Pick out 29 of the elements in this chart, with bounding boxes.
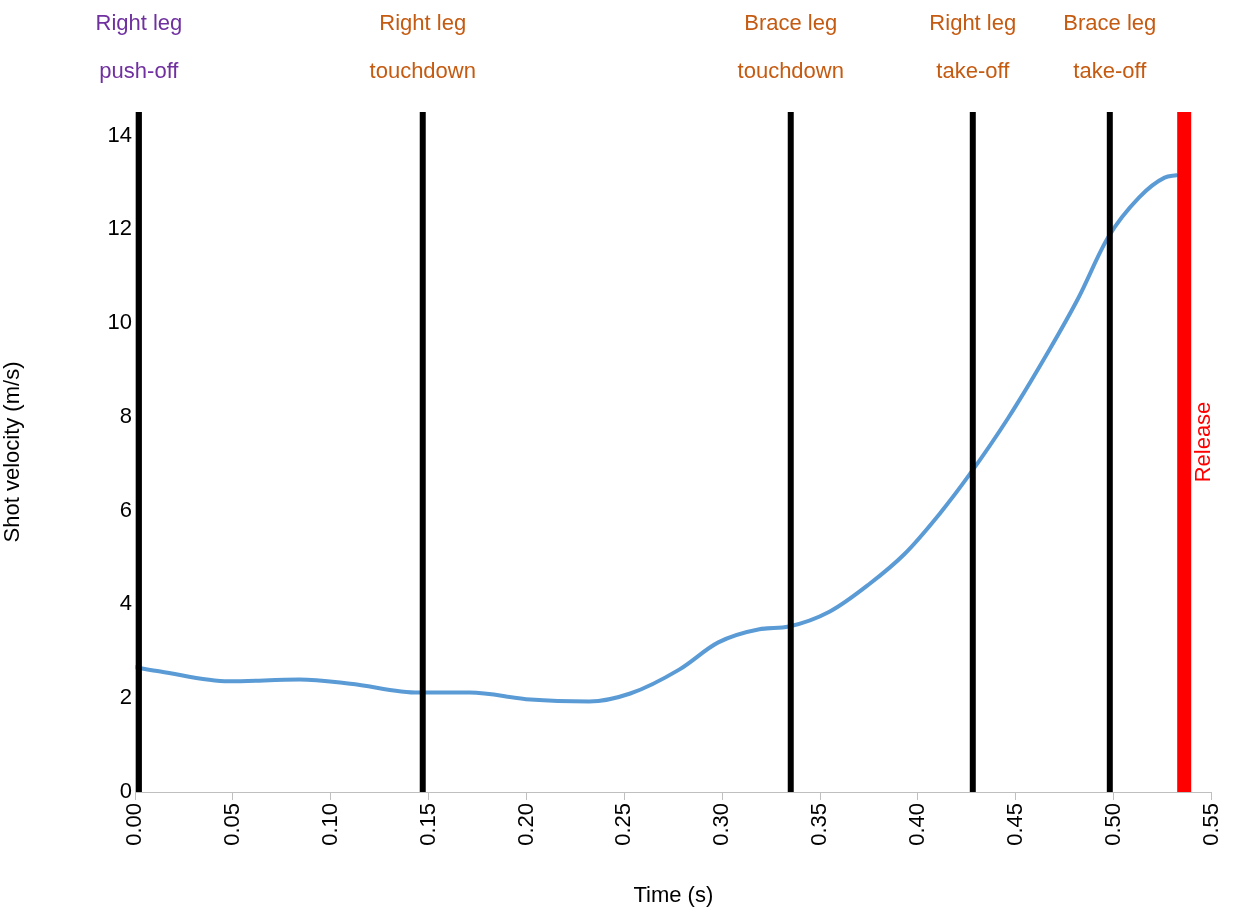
x-tick-label: 0.45 bbox=[1001, 803, 1027, 846]
x-tick-label: 0.35 bbox=[806, 803, 832, 846]
line-series bbox=[135, 173, 1179, 704]
x-tick-label: 0.20 bbox=[512, 803, 538, 846]
x-tick-label: 0.00 bbox=[121, 803, 147, 846]
x-tick-label: 0.30 bbox=[708, 803, 734, 846]
ref-line-label: Release bbox=[1190, 401, 1216, 483]
x-tick-label: 0.50 bbox=[1099, 803, 1125, 846]
x-tick-label: 0.05 bbox=[218, 803, 244, 846]
ref-line-label: Right leg push-off bbox=[95, 10, 183, 84]
x-tick-label: 0.15 bbox=[414, 803, 440, 846]
x-tick-label: 0.10 bbox=[316, 803, 342, 846]
y-tick-label: 6 bbox=[119, 496, 132, 522]
y-axis-title: Shot velocity (m/s) bbox=[0, 361, 25, 543]
ref-line-label: Right leg touchdown bbox=[369, 10, 476, 84]
x-axis-title: Time (s) bbox=[633, 881, 714, 907]
y-tick-label: 10 bbox=[107, 309, 132, 335]
ref-line-label: Brace leg touchdown bbox=[737, 10, 844, 84]
y-tick-label: 4 bbox=[119, 590, 132, 616]
x-tick-label: 0.40 bbox=[904, 803, 930, 846]
ref-line-label: Right leg take-off bbox=[929, 10, 1017, 84]
y-tick-label: 12 bbox=[107, 215, 132, 241]
x-tick-label: 0.25 bbox=[610, 803, 636, 846]
y-tick-label: 14 bbox=[107, 121, 132, 147]
y-tick-label: 8 bbox=[119, 402, 132, 428]
x-tick-label: 0.55 bbox=[1197, 803, 1223, 846]
ref-line-label: Brace leg take-off bbox=[1063, 10, 1157, 84]
y-tick-label: 2 bbox=[119, 684, 132, 710]
y-tick-label: 0 bbox=[119, 778, 132, 804]
